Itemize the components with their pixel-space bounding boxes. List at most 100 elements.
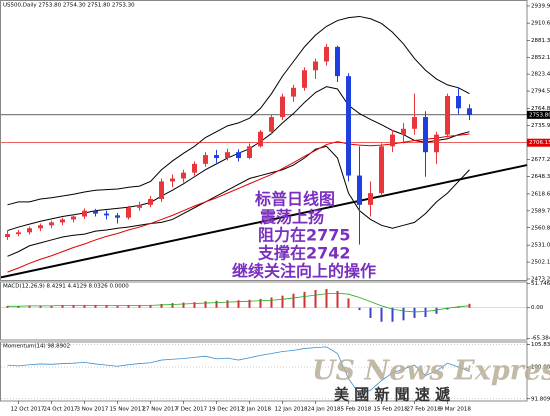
candle-body <box>27 228 32 233</box>
candle-body <box>456 96 461 109</box>
y-tick-label: 105.8348 <box>531 342 550 348</box>
price-label-box <box>527 110 550 119</box>
candle-body <box>368 193 373 205</box>
momentum-title: Momentum(14) 98.8902 <box>3 344 70 350</box>
price-label: 2706.15 <box>529 140 550 146</box>
candle-body <box>82 210 87 217</box>
candle-body <box>313 61 318 71</box>
y-tick-label: 2852.15 <box>531 55 550 61</box>
indicator-line <box>7 145 470 257</box>
x-tick-label: 12 Jan 2018 <box>275 407 308 413</box>
macd-title: MACD(12,26,9) 8.4291 4.4129 8.0326 0.000… <box>3 284 129 290</box>
y-tick-label: 91.8092 <box>531 396 550 402</box>
candle-body <box>302 70 307 88</box>
candle-body <box>445 96 450 135</box>
candle-body <box>93 210 98 214</box>
macd-bar <box>116 305 119 308</box>
y-tick-label: 2473.25 <box>531 276 550 282</box>
annotation: 标普日线图 <box>254 190 335 209</box>
macd-bar <box>446 307 449 310</box>
candle-body <box>49 222 54 226</box>
macd-bar <box>138 305 141 308</box>
y-tick-label: 51.7464 <box>531 281 550 287</box>
macd-bar <box>72 304 75 308</box>
annotation: 阻力在2775 <box>258 226 351 245</box>
x-tick-label: 24 Jan 2018 <box>308 407 341 413</box>
macd-bar <box>325 289 328 308</box>
y-tick-label: 2881.30 <box>531 38 550 44</box>
macd-bar <box>259 298 262 308</box>
macd-bar <box>435 307 438 314</box>
candle-body <box>280 96 285 118</box>
candle-body <box>434 134 439 153</box>
macd-bar <box>270 297 273 308</box>
candle-body <box>247 146 252 159</box>
candle-body <box>225 152 230 159</box>
macd-bar <box>61 305 64 308</box>
watermark: 美 國 新 聞 速 遞 <box>334 386 451 404</box>
indicator-line <box>7 15 470 206</box>
macd-bar <box>6 305 9 308</box>
macd-bar <box>204 301 207 308</box>
candle-body <box>159 181 164 199</box>
y-tick-label: 2502.15 <box>531 260 550 266</box>
x-tick-label: 15 Feb 2018 <box>374 407 409 413</box>
macd-bar <box>28 305 31 308</box>
macd-bar <box>83 304 86 308</box>
candle-body <box>5 234 10 238</box>
y-tick-label: 2560.80 <box>531 225 550 231</box>
macd-panel-frame <box>0 281 528 341</box>
macd-bar <box>413 307 416 318</box>
y-tick-label: 2823.45 <box>531 72 550 78</box>
candle-body <box>71 216 76 220</box>
candle-body <box>291 87 296 97</box>
candle-body <box>126 207 131 218</box>
candle-body <box>346 76 351 176</box>
x-tick-label: 12 Oct 2017 <box>11 407 46 413</box>
y-tick-label: 2618.65 <box>531 191 550 197</box>
macd-bar <box>237 300 240 308</box>
x-tick-label: 5 Feb 2018 <box>341 407 372 413</box>
y-tick-label: -65.3848 <box>531 336 550 342</box>
macd-bar <box>50 305 53 308</box>
candle-body <box>258 131 263 147</box>
candle-body <box>203 155 208 164</box>
macd-bar <box>347 298 350 308</box>
macd-bar <box>369 307 372 318</box>
x-tick-label: 2 Jan 2018 <box>242 407 272 413</box>
macd-bar <box>402 307 405 321</box>
candle-body <box>104 213 109 216</box>
y-tick-label: 2531.05 <box>531 243 550 249</box>
macd-bar <box>171 303 174 308</box>
macd-bar <box>149 304 152 308</box>
x-tick-label: 15 Nov 2017 <box>110 407 146 413</box>
main-title: US500,Daily 2753.80 2754.30 2751.80 2753… <box>3 3 135 9</box>
macd-bar <box>358 307 361 311</box>
macd-bar <box>281 295 284 308</box>
candle-body <box>324 46 329 62</box>
y-tick-label: 2794.50 <box>531 89 550 95</box>
macd-bar <box>424 307 427 318</box>
macd-bar <box>193 302 196 308</box>
x-tick-label: 24 Oct 2017 <box>44 407 79 413</box>
trend-line <box>0 164 528 279</box>
x-tick-label: 27 Nov 2017 <box>143 407 179 413</box>
y-tick-label: 2735.90 <box>531 123 550 129</box>
price-label: 2753.80 <box>529 112 550 118</box>
annotation: 继续关注向上的操作 <box>232 262 376 281</box>
candle-body <box>137 204 142 208</box>
price-label-box <box>527 138 550 147</box>
y-tick-label: 2764.80 <box>531 106 550 112</box>
candle-body <box>115 215 120 218</box>
candle-body <box>38 225 43 229</box>
y-tick-label: 2910.60 <box>531 21 550 27</box>
macd-bar <box>391 307 394 322</box>
candle-body <box>236 152 241 159</box>
macd-bar <box>248 299 251 308</box>
candle-body <box>148 198 153 205</box>
y-tick-label: 2677.20 <box>531 157 550 163</box>
candle-body <box>357 175 362 205</box>
candle-body <box>412 117 417 129</box>
